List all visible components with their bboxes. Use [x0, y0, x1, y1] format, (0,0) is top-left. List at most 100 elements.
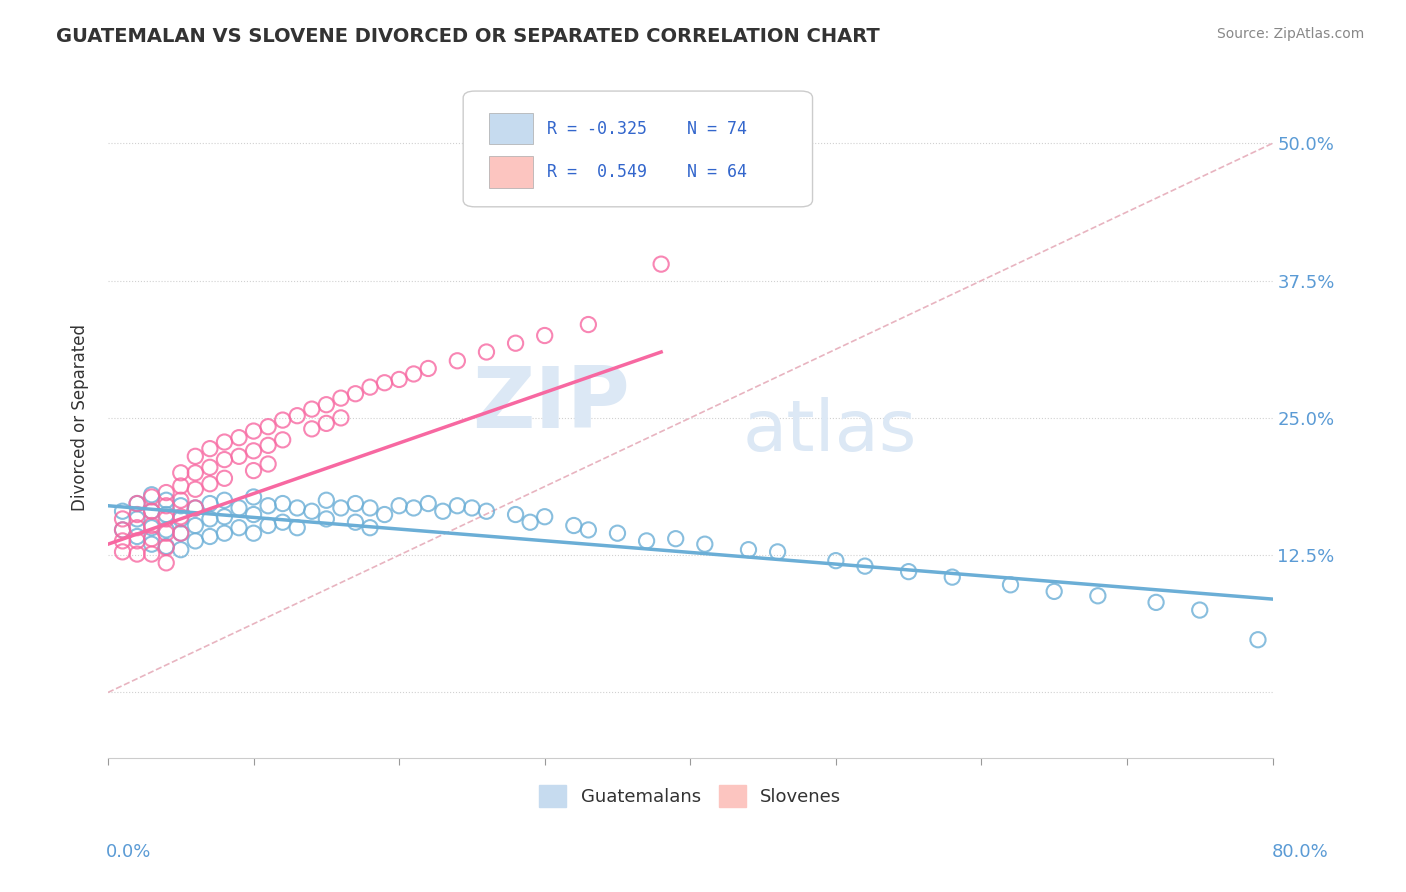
Point	[155, 540, 177, 554]
Point	[257, 518, 280, 533]
Point	[1043, 584, 1066, 599]
Point	[228, 521, 250, 535]
Point	[388, 372, 411, 386]
Point	[228, 431, 250, 445]
Point	[432, 504, 454, 518]
Point	[141, 547, 163, 561]
Point	[344, 515, 367, 529]
Point	[242, 464, 264, 478]
Text: R =  0.549    N = 64: R = 0.549 N = 64	[547, 163, 747, 181]
Point	[257, 438, 280, 452]
Point	[170, 542, 193, 557]
Point	[242, 490, 264, 504]
Point	[155, 508, 177, 522]
Point	[402, 500, 425, 515]
FancyBboxPatch shape	[489, 113, 533, 145]
Point	[301, 504, 323, 518]
Point	[170, 526, 193, 541]
Point	[214, 526, 236, 541]
Point	[127, 497, 149, 511]
Point	[111, 512, 134, 526]
Point	[127, 512, 149, 526]
Point	[285, 500, 308, 515]
Point	[141, 504, 163, 518]
Point	[359, 380, 381, 394]
Legend: Guatemalans, Slovenes: Guatemalans, Slovenes	[531, 778, 849, 814]
Text: Source: ZipAtlas.com: Source: ZipAtlas.com	[1216, 27, 1364, 41]
Point	[344, 386, 367, 401]
Point	[257, 419, 280, 434]
Point	[344, 497, 367, 511]
Point	[184, 500, 207, 515]
Point	[824, 554, 846, 568]
FancyBboxPatch shape	[489, 156, 533, 187]
FancyBboxPatch shape	[463, 91, 813, 207]
Point	[301, 402, 323, 417]
Point	[359, 521, 381, 535]
Point	[359, 500, 381, 515]
Text: 0.0%: 0.0%	[105, 843, 150, 861]
Point	[141, 488, 163, 502]
Text: R = -0.325    N = 74: R = -0.325 N = 74	[547, 120, 747, 137]
Point	[155, 556, 177, 570]
Point	[184, 483, 207, 497]
Text: 80.0%: 80.0%	[1272, 843, 1329, 861]
Point	[155, 499, 177, 513]
Point	[329, 410, 352, 425]
Point	[127, 547, 149, 561]
Point	[155, 485, 177, 500]
Point	[170, 466, 193, 480]
Point	[242, 508, 264, 522]
Point	[170, 509, 193, 524]
Point	[1087, 589, 1109, 603]
Point	[446, 499, 468, 513]
Point	[285, 409, 308, 423]
Point	[170, 479, 193, 493]
Point	[475, 504, 498, 518]
Point	[519, 515, 541, 529]
Point	[636, 533, 658, 548]
Text: ZIP: ZIP	[471, 363, 630, 446]
Point	[127, 533, 149, 548]
Point	[665, 532, 688, 546]
Point	[141, 521, 163, 535]
Point	[170, 499, 193, 513]
Point	[533, 328, 555, 343]
Point	[184, 518, 207, 533]
Point	[418, 361, 440, 376]
Point	[228, 450, 250, 464]
Point	[198, 512, 221, 526]
Point	[271, 497, 294, 511]
Point	[141, 504, 163, 518]
Point	[505, 508, 527, 522]
Point	[198, 476, 221, 491]
Point	[111, 523, 134, 537]
Point	[170, 512, 193, 526]
Point	[446, 353, 468, 368]
Point	[242, 424, 264, 438]
Point	[576, 523, 599, 537]
Point	[214, 435, 236, 450]
Point	[533, 509, 555, 524]
Point	[127, 497, 149, 511]
Point	[257, 457, 280, 471]
Point	[606, 526, 628, 541]
Point	[141, 518, 163, 533]
Point	[111, 545, 134, 559]
Point	[897, 565, 920, 579]
Point	[315, 512, 337, 526]
Point	[242, 443, 264, 458]
Point	[1000, 578, 1022, 592]
Point	[198, 460, 221, 475]
Text: atlas: atlas	[742, 397, 917, 466]
Point	[329, 500, 352, 515]
Point	[242, 526, 264, 541]
Point	[315, 417, 337, 431]
Point	[693, 537, 716, 551]
Point	[374, 376, 396, 390]
Point	[576, 318, 599, 332]
Point	[941, 570, 963, 584]
Point	[228, 500, 250, 515]
Point	[198, 442, 221, 456]
Point	[315, 493, 337, 508]
